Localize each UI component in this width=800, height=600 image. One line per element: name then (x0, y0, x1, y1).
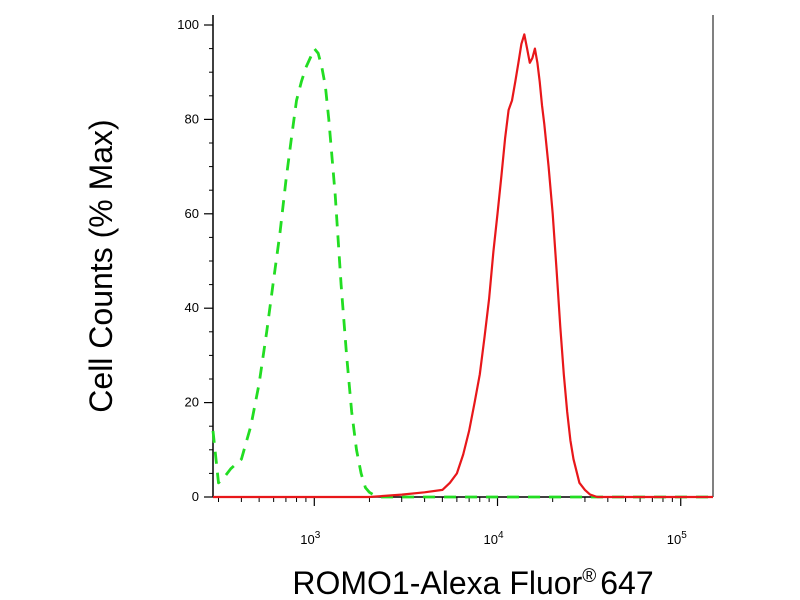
x-tick-base: 10 (483, 532, 497, 547)
x-tick-exponent: 4 (498, 530, 504, 541)
x-tick-exponent: 5 (681, 530, 687, 541)
x-axis-title-suffix: 647 (600, 565, 653, 600)
x-tick-label: 104 (483, 530, 503, 547)
x-axis-title-main: ROMO1-Alexa Fluor (292, 565, 582, 600)
series-line-2 (213, 33, 713, 499)
x-tick-exponent: 3 (315, 530, 321, 541)
x-axis-title-superscript: ® (582, 566, 596, 587)
labels: Cell Counts (% Max) ROMO1-Alexa Fluor® 64… (83, 119, 654, 600)
y-tick-label: 40 (185, 300, 199, 315)
series-layer (211, 33, 713, 499)
series-line-1 (211, 47, 713, 499)
y-tick-label: 20 (185, 395, 199, 410)
y-tick-label: 60 (185, 206, 199, 221)
x-tick-base: 10 (300, 532, 314, 547)
x-tick-base: 10 (667, 532, 681, 547)
x-axis-title: ROMO1-Alexa Fluor® 647 (292, 565, 653, 600)
y-tick-label: 100 (177, 17, 199, 32)
y-tick-label: 0 (192, 489, 199, 504)
x-tick-label: 105 (667, 530, 687, 547)
x-tick-label: 103 (300, 530, 320, 547)
y-axis-title: Cell Counts (% Max) (83, 119, 119, 412)
y-tick-label: 80 (185, 111, 199, 126)
